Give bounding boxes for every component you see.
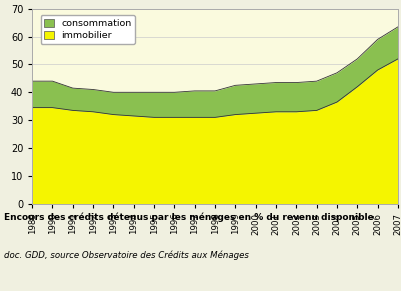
Legend: consommation, immobilier: consommation, immobilier — [41, 15, 135, 44]
Text: Encours des crédits détenus par les ménages en % du revenu disponible: Encours des crédits détenus par les ména… — [4, 212, 373, 222]
Text: doc. GDD, source Observatoire des Crédits aux Ménages: doc. GDD, source Observatoire des Crédit… — [4, 250, 248, 260]
